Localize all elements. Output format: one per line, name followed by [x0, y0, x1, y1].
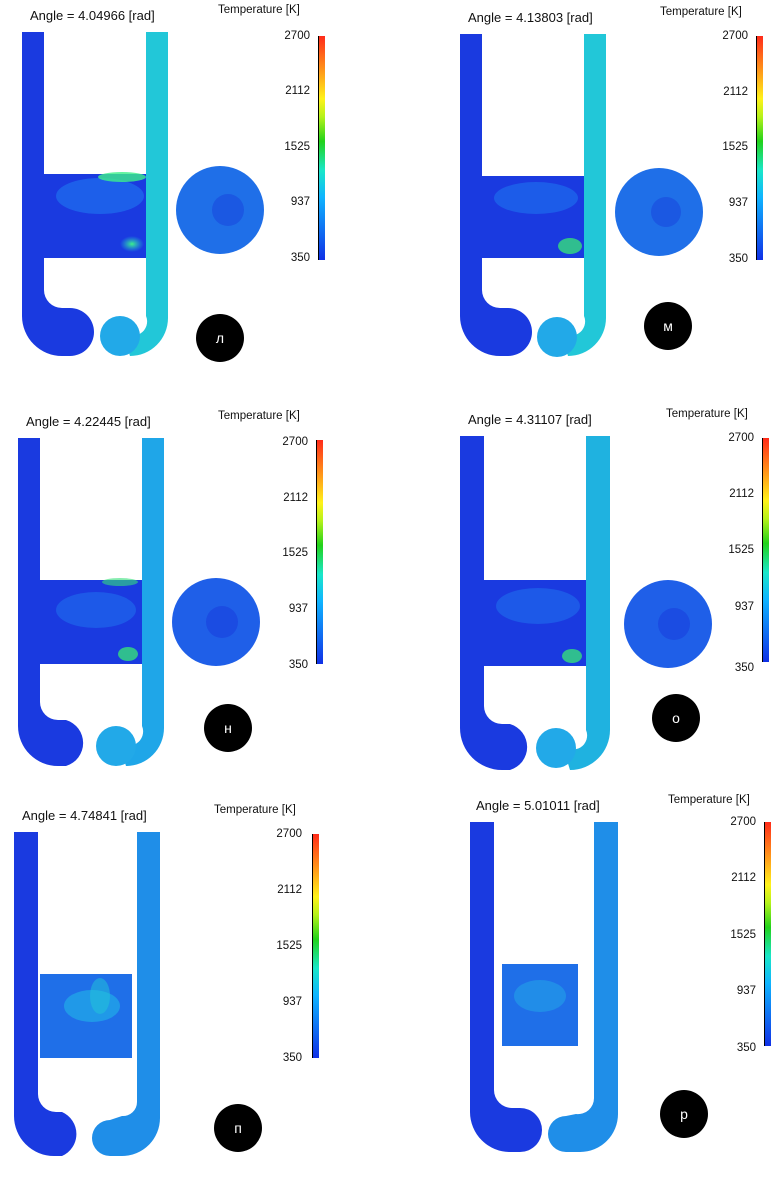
colorbar	[756, 36, 763, 260]
intake-port	[460, 34, 532, 356]
valve-circle	[96, 726, 136, 766]
colorbar-title: Temperature [K]	[660, 6, 742, 18]
panel-label-badge: п	[214, 1104, 262, 1152]
tick-label: 937	[734, 601, 754, 613]
panel-2: Angle = 4.13803 [rad] Temperature [K] 27…	[390, 0, 780, 388]
tick-label: 2700	[284, 30, 310, 42]
valve-circle	[536, 728, 576, 768]
tick-label: 1525	[728, 544, 754, 556]
tick-label: 2112	[277, 884, 302, 896]
tick-label: 2700	[282, 436, 308, 448]
panel-3: Angle = 4.22445 [rad] Temperature [K] 27…	[0, 404, 390, 792]
panel-label-badge: м	[644, 302, 692, 350]
temperature-field	[18, 438, 260, 766]
angle-label: Angle = 4.04966 [rad]	[30, 8, 155, 23]
angle-label: Angle = 4.31107 [rad]	[468, 412, 592, 427]
colorbar-title: Temperature [K]	[668, 794, 750, 806]
tick-label: 350	[282, 1052, 302, 1064]
tick-label: 2112	[283, 492, 308, 504]
exhaust-port	[118, 438, 164, 766]
colorbar	[764, 822, 771, 1046]
exhaust-port	[122, 32, 168, 356]
tick-label: 937	[288, 603, 308, 615]
tick-label: 1525	[276, 940, 302, 952]
tick-label: 937	[282, 996, 302, 1008]
temperature-field	[14, 832, 160, 1156]
tick-label: 2112	[731, 872, 756, 884]
panel-label-badge: н	[204, 704, 252, 752]
colorbar	[318, 36, 325, 260]
panel-label-badge: р	[660, 1090, 708, 1138]
tick-label: 937	[290, 196, 310, 208]
colorbar-title: Temperature [K]	[214, 804, 296, 816]
colorbar	[316, 440, 323, 664]
tick-label: 2700	[276, 828, 302, 840]
temperature-field	[460, 436, 712, 770]
panel-6: Angle = 5.01011 [rad] Temperature [K] 27…	[390, 790, 780, 1178]
angle-label: Angle = 4.22445 [rad]	[26, 414, 151, 429]
tick-label: 2700	[730, 816, 756, 828]
colorbar	[762, 438, 769, 662]
tick-label: 1525	[730, 929, 756, 941]
tick-label: 2112	[723, 86, 748, 98]
valve-circle	[537, 317, 577, 357]
tick-label: 937	[728, 197, 748, 209]
panel-5: Angle = 4.74841 [rad] Temperature [K] 27…	[0, 800, 390, 1188]
tick-label: 2700	[722, 30, 748, 42]
tick-label: 2700	[728, 432, 754, 444]
angle-label: Angle = 4.13803 [rad]	[468, 10, 593, 25]
tick-label: 350	[728, 253, 748, 265]
tick-label: 350	[736, 1042, 756, 1054]
panel-label-badge: о	[652, 694, 700, 742]
tick-label: 1525	[282, 547, 308, 559]
intake-port	[14, 832, 77, 1156]
tick-label: 350	[290, 252, 310, 264]
colorbar-title: Temperature [K]	[218, 410, 300, 422]
tick-label: 2112	[285, 85, 310, 97]
colorbar-title: Temperature [K]	[218, 4, 300, 16]
tick-label: 350	[288, 659, 308, 671]
intake-port	[22, 32, 94, 356]
tick-label: 350	[734, 662, 754, 674]
panel-label-badge: л	[196, 314, 244, 362]
tick-label: 1525	[722, 141, 748, 153]
temperature-field	[22, 32, 264, 356]
tick-label: 937	[736, 985, 756, 997]
exhaust-port	[560, 34, 606, 356]
temperature-field	[470, 822, 618, 1152]
exhaust-port	[548, 822, 618, 1152]
valve-circle	[100, 316, 140, 356]
colorbar	[312, 834, 319, 1058]
angle-label: Angle = 5.01011 [rad]	[476, 798, 600, 813]
tick-label: 2112	[729, 488, 754, 500]
panel-1: Angle = 4.04966 [rad] Temperature [K] 27…	[0, 0, 390, 388]
colorbar-title: Temperature [K]	[666, 408, 748, 420]
intake-port	[470, 822, 542, 1152]
panel-4: Angle = 4.31107 [rad] Temperature [K] 27…	[390, 404, 780, 792]
intake-port	[18, 438, 84, 766]
intake-port	[460, 436, 528, 770]
exhaust-port	[92, 832, 160, 1156]
temperature-field	[460, 34, 703, 357]
angle-label: Angle = 4.74841 [rad]	[22, 808, 147, 823]
tick-label: 1525	[284, 141, 310, 153]
